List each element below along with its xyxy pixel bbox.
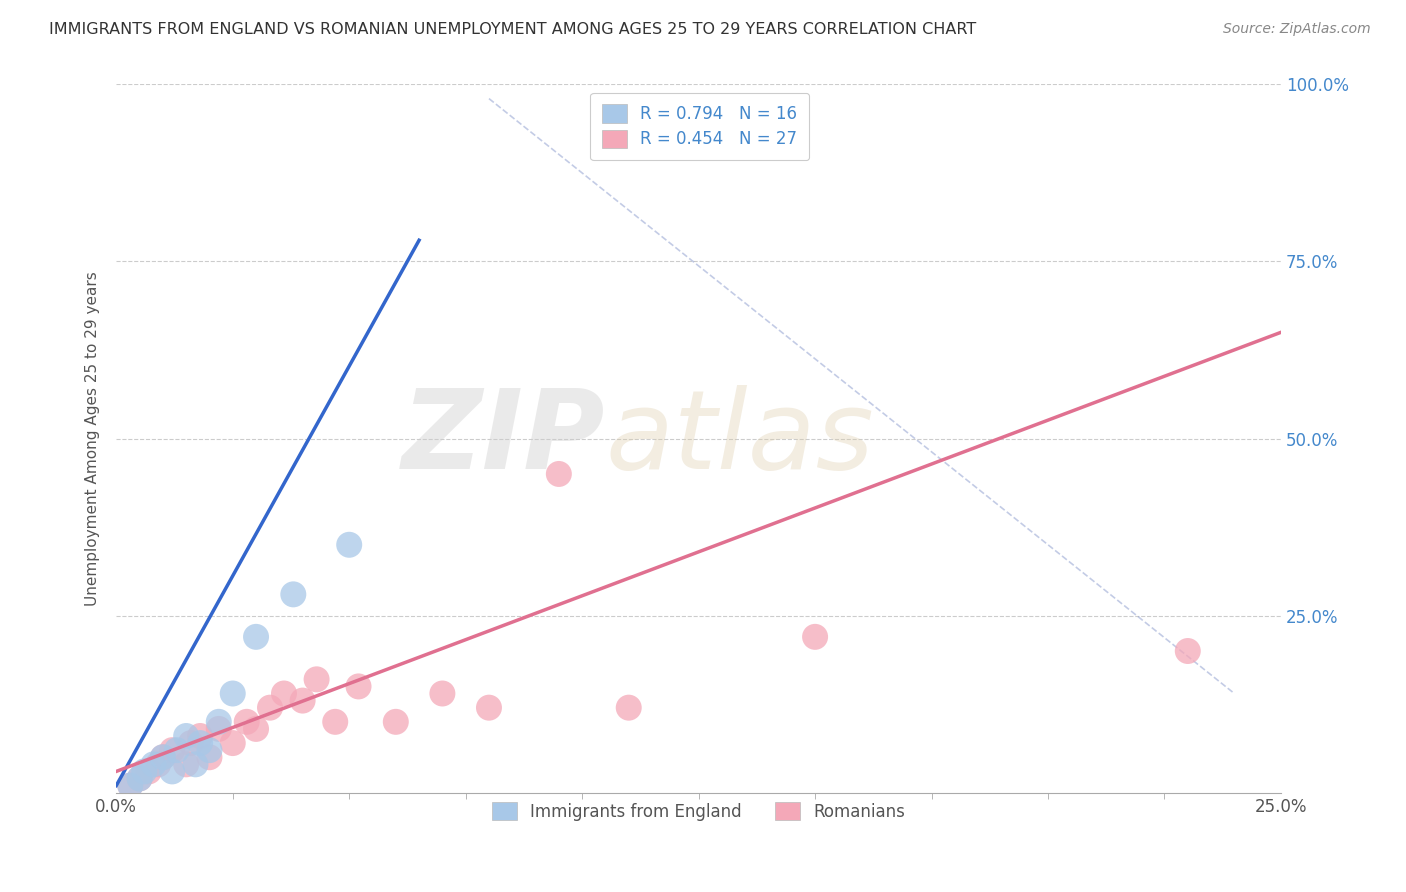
Point <box>1177 644 1199 658</box>
Point <box>617 700 640 714</box>
Point <box>347 680 370 694</box>
Point <box>174 757 197 772</box>
Text: Source: ZipAtlas.com: Source: ZipAtlas.com <box>1223 22 1371 37</box>
Point <box>128 772 150 786</box>
Point <box>152 750 174 764</box>
Text: ZIP: ZIP <box>402 385 606 492</box>
Point <box>128 772 150 786</box>
Point <box>198 750 221 764</box>
Point <box>160 743 183 757</box>
Point <box>208 714 231 729</box>
Point <box>259 700 281 714</box>
Point <box>184 757 207 772</box>
Point <box>235 714 257 729</box>
Point <box>142 757 165 772</box>
Point <box>547 467 569 481</box>
Point <box>804 630 827 644</box>
Point <box>188 729 211 743</box>
Point <box>273 686 295 700</box>
Point <box>134 764 156 779</box>
Point <box>148 757 170 772</box>
Point <box>305 673 328 687</box>
Point <box>245 722 267 736</box>
Point <box>283 587 305 601</box>
Text: IMMIGRANTS FROM ENGLAND VS ROMANIAN UNEMPLOYMENT AMONG AGES 25 TO 29 YEARS CORRE: IMMIGRANTS FROM ENGLAND VS ROMANIAN UNEM… <box>49 22 976 37</box>
Point <box>152 750 174 764</box>
Point <box>198 743 221 757</box>
Point <box>432 686 454 700</box>
Text: atlas: atlas <box>606 385 875 492</box>
Point <box>323 714 346 729</box>
Point <box>120 779 142 793</box>
Point <box>222 736 245 750</box>
Point <box>385 714 408 729</box>
Point <box>166 743 188 757</box>
Point <box>291 693 314 707</box>
Point <box>174 729 197 743</box>
Point <box>188 736 211 750</box>
Point <box>478 700 501 714</box>
Y-axis label: Unemployment Among Ages 25 to 29 years: Unemployment Among Ages 25 to 29 years <box>86 271 100 606</box>
Point <box>245 630 267 644</box>
Point <box>337 538 360 552</box>
Point <box>180 736 202 750</box>
Point <box>208 722 231 736</box>
Point <box>120 779 142 793</box>
Point <box>222 686 245 700</box>
Legend: Immigrants from England, Romanians: Immigrants from England, Romanians <box>478 789 918 834</box>
Point <box>138 764 160 779</box>
Point <box>160 764 183 779</box>
